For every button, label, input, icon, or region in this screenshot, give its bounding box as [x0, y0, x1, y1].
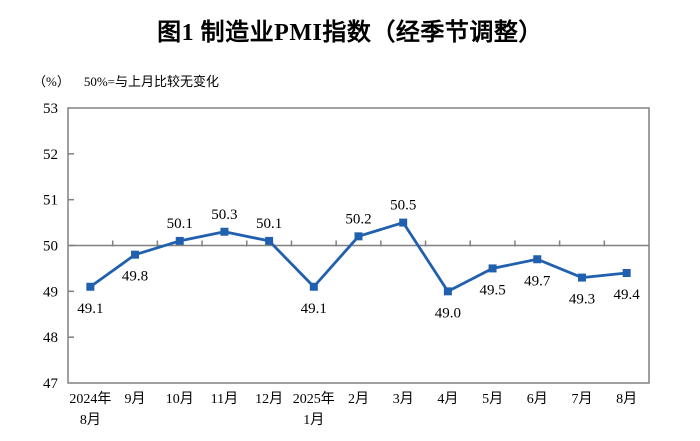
- x-axis-category-label: 2025年 1月: [293, 391, 335, 428]
- x-axis-category-label: 12月: [255, 391, 283, 407]
- data-point-marker: [131, 250, 140, 259]
- x-axis-category-label: 2月: [348, 391, 369, 407]
- data-label: 50.1: [256, 216, 282, 232]
- data-label: 49.0: [435, 305, 461, 321]
- data-label: 50.3: [211, 207, 237, 223]
- y-axis-unit-label: （%）: [33, 74, 70, 89]
- data-point-marker: [354, 232, 363, 241]
- reference-note: 50%=与上月比较无变化: [83, 74, 220, 89]
- data-point-marker: [309, 282, 318, 291]
- data-point-marker: [443, 287, 452, 296]
- data-label: 49.7: [524, 273, 551, 289]
- data-point-marker: [577, 273, 586, 282]
- data-point-marker: [533, 255, 542, 264]
- x-axis-category-label: 11月: [211, 391, 238, 407]
- data-point-marker: [399, 218, 408, 227]
- data-label: 49.8: [122, 269, 148, 285]
- data-label: 49.3: [569, 292, 595, 308]
- data-label: 50.2: [345, 211, 371, 227]
- x-axis-category-label: 4月: [437, 391, 458, 407]
- data-label: 49.5: [479, 282, 505, 298]
- y-axis-tick-label: 49: [43, 284, 58, 300]
- x-axis-category-label: 5月: [482, 391, 503, 407]
- y-axis-tick-label: 53: [43, 101, 58, 117]
- x-axis-category-label: 3月: [393, 391, 414, 407]
- chart-title: 图1 制造业PMI指数（经季节调整）: [157, 20, 543, 46]
- data-point-marker: [86, 282, 95, 291]
- y-axis-tick-label: 47: [43, 376, 59, 392]
- axis-unit-note: （%） 50%=与上月比较无变化: [33, 71, 219, 90]
- data-label: 49.1: [77, 301, 103, 317]
- x-axis-category-label: 7月: [571, 391, 592, 407]
- data-point-marker: [175, 236, 184, 245]
- data-label: 50.5: [390, 198, 416, 214]
- data-point-marker: [265, 236, 274, 245]
- data-label: 49.1: [301, 301, 327, 317]
- x-axis-category-label: 2024年 8月: [69, 391, 111, 428]
- data-point-marker: [622, 269, 631, 277]
- data-point-marker: [220, 227, 229, 236]
- x-axis-category-label: 8月: [616, 391, 637, 407]
- x-axis-category-label: 6月: [527, 391, 548, 407]
- data-point-marker: [488, 264, 497, 273]
- y-axis-tick-label: 50: [43, 239, 58, 255]
- x-axis-category-label: 10月: [166, 391, 194, 407]
- data-label: 49.4: [614, 287, 641, 303]
- y-axis-tick-label: 52: [43, 147, 58, 163]
- data-label: 50.1: [167, 216, 193, 232]
- y-axis-tick-label: 51: [43, 193, 58, 209]
- x-axis-category-label: 9月: [125, 391, 146, 407]
- y-axis-tick-label: 48: [43, 330, 58, 346]
